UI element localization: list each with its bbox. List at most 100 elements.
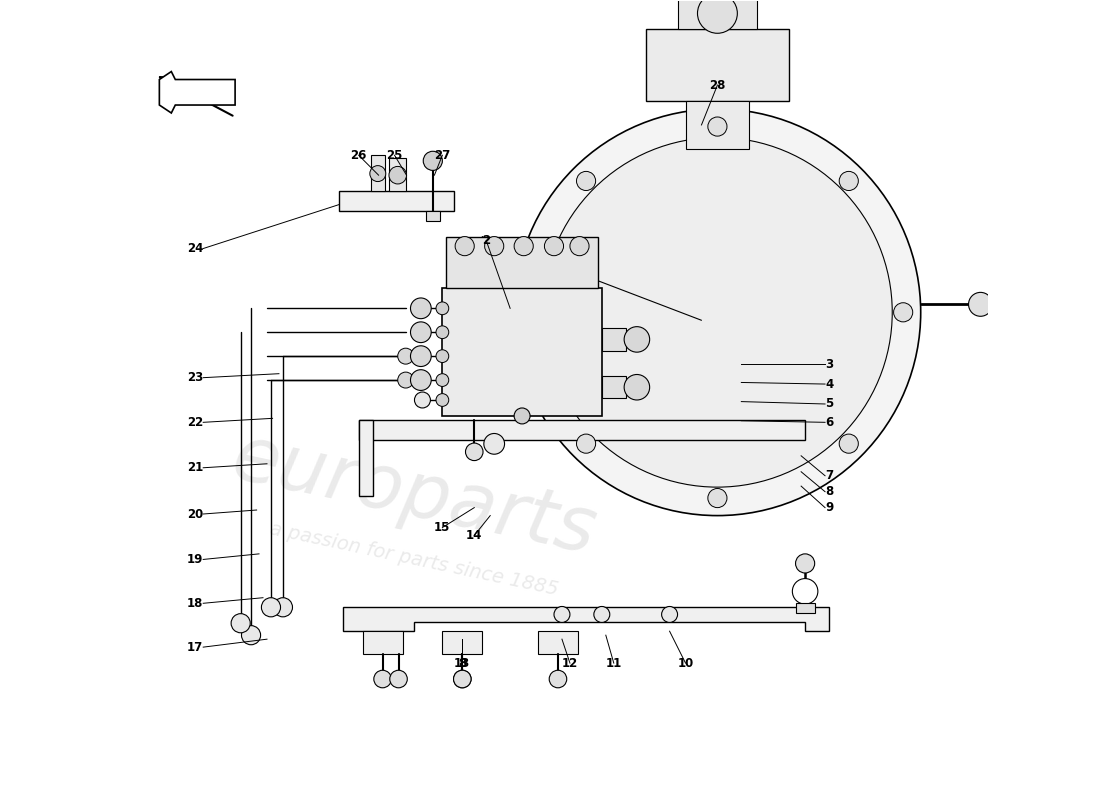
Text: 2: 2 bbox=[482, 234, 491, 247]
Circle shape bbox=[370, 166, 386, 182]
Text: 24: 24 bbox=[187, 242, 204, 255]
Circle shape bbox=[795, 554, 815, 573]
Circle shape bbox=[398, 372, 414, 388]
Circle shape bbox=[549, 670, 566, 688]
Circle shape bbox=[792, 578, 818, 604]
Circle shape bbox=[436, 394, 449, 406]
FancyBboxPatch shape bbox=[339, 191, 454, 211]
Circle shape bbox=[415, 372, 430, 388]
Text: 25: 25 bbox=[386, 149, 403, 162]
Circle shape bbox=[389, 670, 407, 688]
Circle shape bbox=[465, 443, 483, 461]
FancyBboxPatch shape bbox=[426, 211, 440, 221]
Circle shape bbox=[455, 237, 474, 256]
Circle shape bbox=[624, 374, 650, 400]
Circle shape bbox=[576, 434, 595, 454]
Circle shape bbox=[839, 171, 858, 190]
Text: 14: 14 bbox=[466, 529, 483, 542]
Text: 17: 17 bbox=[187, 641, 204, 654]
Text: 26: 26 bbox=[351, 149, 367, 162]
FancyBboxPatch shape bbox=[602, 376, 626, 398]
Text: 20: 20 bbox=[187, 507, 204, 521]
Circle shape bbox=[514, 237, 534, 256]
Text: 8: 8 bbox=[825, 485, 834, 498]
Circle shape bbox=[576, 171, 595, 190]
Circle shape bbox=[424, 151, 442, 170]
FancyBboxPatch shape bbox=[442, 631, 482, 654]
FancyBboxPatch shape bbox=[371, 155, 385, 191]
Text: 9: 9 bbox=[825, 501, 834, 514]
Text: 22: 22 bbox=[187, 416, 204, 429]
Circle shape bbox=[697, 0, 737, 34]
Circle shape bbox=[410, 298, 431, 318]
Polygon shape bbox=[343, 607, 829, 631]
Circle shape bbox=[542, 138, 892, 487]
Polygon shape bbox=[160, 71, 235, 113]
Circle shape bbox=[839, 434, 858, 454]
Text: 13: 13 bbox=[454, 657, 471, 670]
Circle shape bbox=[398, 348, 414, 364]
Text: 7: 7 bbox=[825, 470, 833, 482]
Circle shape bbox=[389, 166, 407, 184]
Circle shape bbox=[485, 237, 504, 256]
Circle shape bbox=[415, 300, 430, 316]
Text: europarts: europarts bbox=[226, 421, 603, 570]
Circle shape bbox=[893, 302, 913, 322]
FancyBboxPatch shape bbox=[685, 101, 749, 149]
Circle shape bbox=[436, 350, 449, 362]
Circle shape bbox=[231, 614, 250, 633]
Circle shape bbox=[514, 408, 530, 424]
FancyBboxPatch shape bbox=[359, 420, 373, 496]
FancyBboxPatch shape bbox=[447, 237, 597, 288]
Circle shape bbox=[514, 109, 921, 515]
Circle shape bbox=[484, 434, 505, 454]
Text: 3: 3 bbox=[825, 358, 833, 370]
Circle shape bbox=[436, 326, 449, 338]
Text: 6: 6 bbox=[825, 416, 834, 429]
Text: 19: 19 bbox=[187, 553, 204, 566]
Circle shape bbox=[544, 237, 563, 256]
Circle shape bbox=[594, 606, 609, 622]
Text: 18: 18 bbox=[187, 597, 204, 610]
Text: 27: 27 bbox=[434, 149, 451, 162]
Circle shape bbox=[436, 374, 449, 386]
Circle shape bbox=[624, 326, 650, 352]
Circle shape bbox=[415, 348, 430, 364]
Text: 21: 21 bbox=[187, 462, 204, 474]
Circle shape bbox=[410, 322, 431, 342]
Circle shape bbox=[242, 626, 261, 645]
FancyBboxPatch shape bbox=[795, 603, 815, 613]
Circle shape bbox=[415, 324, 430, 340]
Text: 28: 28 bbox=[710, 78, 726, 91]
Circle shape bbox=[708, 117, 727, 136]
Circle shape bbox=[968, 292, 992, 316]
FancyBboxPatch shape bbox=[442, 288, 602, 416]
Text: 8: 8 bbox=[459, 657, 466, 670]
Circle shape bbox=[410, 346, 431, 366]
Circle shape bbox=[436, 302, 449, 314]
Circle shape bbox=[410, 370, 431, 390]
Circle shape bbox=[661, 606, 678, 622]
FancyBboxPatch shape bbox=[678, 0, 757, 30]
Text: 11: 11 bbox=[606, 657, 621, 670]
Circle shape bbox=[708, 489, 727, 508]
FancyBboxPatch shape bbox=[646, 30, 789, 101]
FancyBboxPatch shape bbox=[602, 328, 626, 350]
Circle shape bbox=[374, 670, 392, 688]
Circle shape bbox=[415, 392, 430, 408]
Circle shape bbox=[453, 670, 471, 688]
Circle shape bbox=[570, 237, 590, 256]
Text: 4: 4 bbox=[825, 378, 834, 390]
Circle shape bbox=[274, 598, 293, 617]
Text: 12: 12 bbox=[562, 657, 579, 670]
Circle shape bbox=[262, 598, 280, 617]
FancyBboxPatch shape bbox=[363, 631, 403, 654]
FancyBboxPatch shape bbox=[389, 158, 407, 191]
FancyBboxPatch shape bbox=[359, 420, 805, 440]
Text: a passion for parts since 1885: a passion for parts since 1885 bbox=[268, 519, 561, 599]
Text: 15: 15 bbox=[434, 521, 451, 534]
Text: 23: 23 bbox=[187, 371, 204, 384]
Text: 10: 10 bbox=[678, 657, 694, 670]
Circle shape bbox=[554, 606, 570, 622]
Text: 5: 5 bbox=[825, 398, 834, 410]
